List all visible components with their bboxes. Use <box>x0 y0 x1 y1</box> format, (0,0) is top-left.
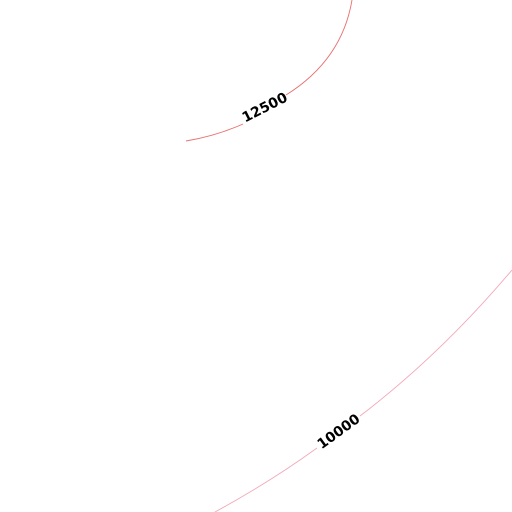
contour-segment <box>359 269 512 417</box>
contour-segment <box>285 0 353 96</box>
contour-segment <box>185 123 244 142</box>
contour-segment <box>214 447 318 512</box>
